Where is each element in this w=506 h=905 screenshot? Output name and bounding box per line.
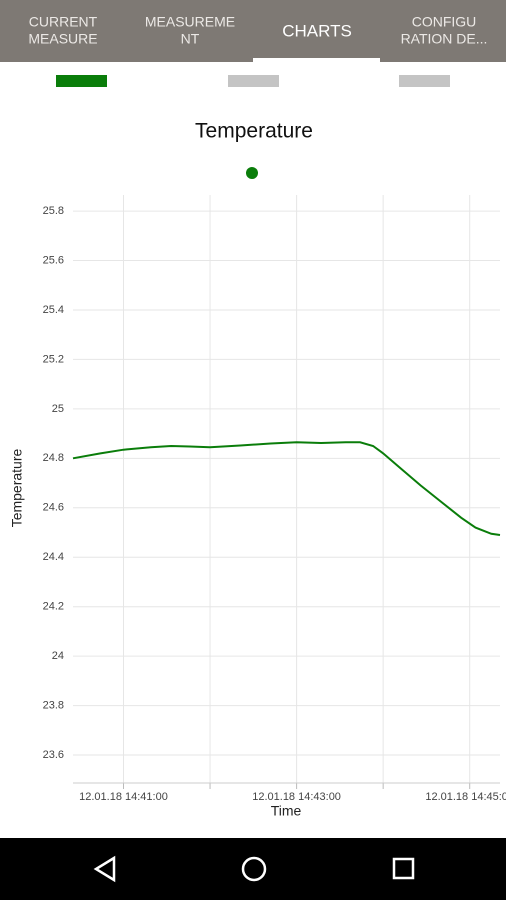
tab-label: CONFIGU: [412, 14, 477, 30]
y-tick-label: 24.2: [43, 601, 64, 613]
legend-marker: [246, 167, 258, 179]
back-button[interactable]: [93, 855, 116, 883]
y-axis-label: Temperature: [9, 448, 25, 527]
x-tick-label: 12.01.18 14:41:00: [79, 791, 168, 803]
y-tick-label: 24.4: [43, 551, 64, 563]
y-tick-label: 25.8: [43, 205, 64, 217]
page-dot[interactable]: [56, 75, 107, 87]
y-tick-label: 25: [52, 403, 64, 415]
x-axis-label: Time: [271, 803, 302, 819]
data-line: [72, 441, 501, 536]
y-tick-label: 23.6: [43, 749, 64, 761]
tab-label: CURRENT: [29, 14, 98, 30]
tab-label: MEASURE: [28, 31, 97, 47]
x-tick-label: 12.01.18 14:43:00: [252, 791, 341, 803]
home-button[interactable]: [241, 856, 267, 882]
nav-bar: [0, 838, 506, 900]
tab-label: CHARTS: [282, 21, 352, 40]
y-tick-label: 25.2: [43, 353, 64, 365]
page-dot[interactable]: [399, 75, 450, 87]
y-tick-label: 25.6: [43, 254, 64, 266]
x-tick-label: 12.01.18 14:45:00: [425, 791, 506, 803]
y-tick-label: 23.8: [43, 700, 64, 712]
y-tick-label: 25.4: [43, 304, 64, 316]
tab-label: RATION DE...: [401, 31, 488, 47]
tab-indicator: [253, 58, 380, 62]
tab-label: MEASUREME: [145, 14, 235, 30]
y-tick-label: 24.8: [43, 452, 64, 464]
tab-label: NT: [181, 31, 200, 47]
recents-button[interactable]: [392, 857, 415, 880]
y-tick-label: 24: [52, 650, 64, 662]
page-dot[interactable]: [228, 75, 279, 87]
y-tick-label: 24.6: [43, 502, 64, 514]
chart-title: Temperature: [195, 120, 313, 143]
tab-bar: [0, 0, 506, 62]
